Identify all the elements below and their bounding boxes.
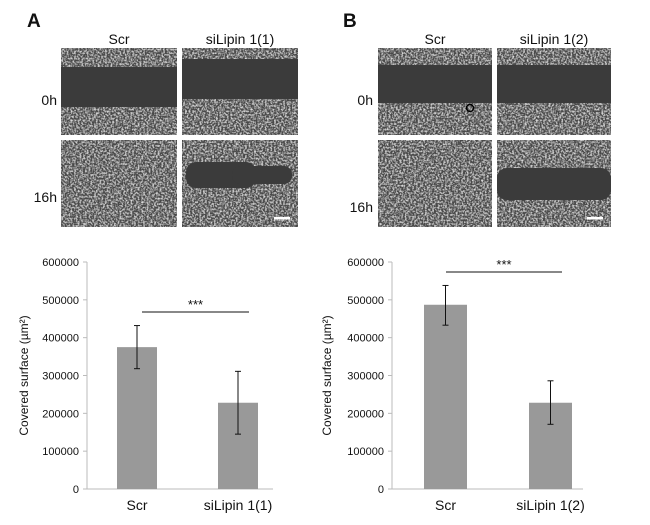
row-label: 16h	[350, 199, 373, 215]
x-tick-label: Scr	[127, 497, 148, 513]
x-tick-label: siLipin 1(1)	[204, 497, 272, 513]
micrograph	[497, 140, 611, 227]
significance-stars: ***	[496, 257, 511, 272]
y-tick-label: 400000	[42, 333, 79, 345]
bar	[424, 304, 467, 489]
micrograph	[497, 48, 611, 135]
y-tick-label: 400000	[347, 333, 384, 345]
row-label: 16h	[34, 189, 57, 205]
micrograph	[182, 48, 298, 135]
y-tick-label: 300000	[347, 371, 384, 383]
bar-chart-b: 0 100000 200000 300000 400000 500000 600000 Cov…	[320, 257, 585, 513]
y-tick-label: 200000	[42, 408, 79, 420]
y-tick-label: 500000	[42, 295, 79, 307]
micrograph	[61, 48, 177, 135]
column-label: siLipin 1(2)	[520, 31, 588, 47]
y-tick-label: 200000	[347, 408, 384, 420]
y-tick-label: 300000	[42, 371, 79, 383]
y-tick-label: 600000	[42, 257, 79, 269]
wound-gap	[497, 65, 611, 103]
micrograph	[61, 140, 177, 227]
wound-gap	[232, 166, 292, 184]
panel-letter: B	[343, 11, 357, 32]
panel-b: B Scr siLipin 1(2) 0h 16h 0 100000 200000 3…	[320, 11, 611, 513]
y-tick-label: 0	[378, 484, 384, 496]
cell-layer	[378, 140, 492, 227]
row-label: 0h	[357, 92, 373, 108]
wound-gap	[497, 168, 611, 200]
y-axis-label: Covered surface (µm²)	[17, 315, 31, 435]
x-tick-label: Scr	[435, 497, 456, 513]
y-axis-label: Covered surface (µm²)	[320, 315, 334, 435]
wound-gap	[182, 59, 298, 99]
scale-bar	[274, 217, 290, 220]
scale-bar	[587, 217, 603, 220]
y-tick-label: 600000	[347, 257, 384, 269]
column-label: siLipin 1(1)	[206, 31, 274, 47]
panel-a: A Scr siLipin 1(1) 0h 16h 0 100000 200000 3…	[17, 11, 298, 513]
bar-chart-a: 0 100000 200000 300000 400000 500000 600000 Cov…	[17, 257, 273, 513]
column-label: Scr	[109, 31, 130, 47]
row-label: 0h	[41, 92, 57, 108]
wound-gap	[378, 65, 492, 103]
x-tick-label: siLipin 1(2)	[516, 497, 584, 513]
significance-stars: ***	[188, 297, 203, 312]
cell-layer	[61, 140, 177, 227]
column-label: Scr	[425, 31, 446, 47]
bar	[117, 347, 157, 489]
panel-letter: A	[27, 11, 41, 32]
marker-circle	[465, 103, 475, 113]
y-tick-label: 100000	[347, 446, 384, 458]
micrograph	[378, 140, 492, 227]
y-tick-label: 0	[73, 484, 79, 496]
micrograph	[378, 48, 492, 135]
y-tick-label: 100000	[42, 446, 79, 458]
y-tick-label: 500000	[347, 295, 384, 307]
wound-gap	[61, 67, 177, 107]
micrograph	[182, 140, 298, 227]
